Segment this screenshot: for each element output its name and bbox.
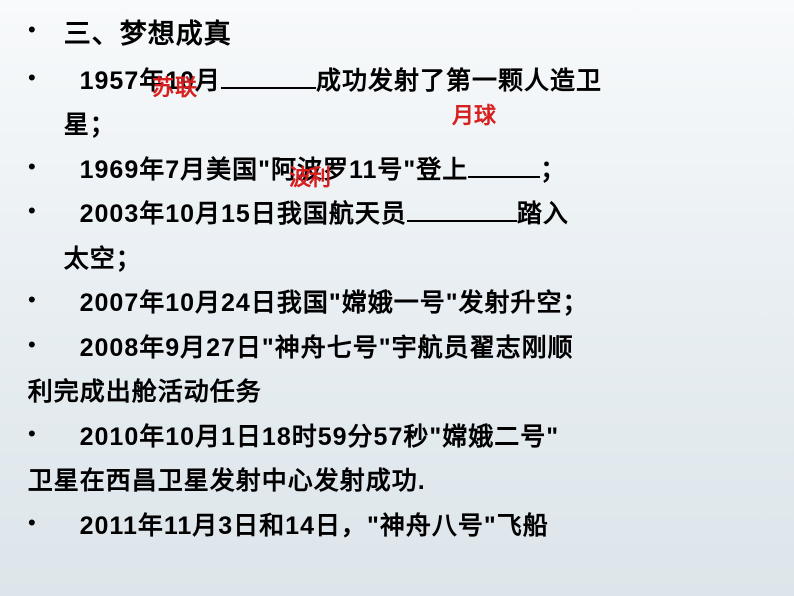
bullet-dot: • [28,416,36,451]
text-part: 成功发射了第一颗人造卫 [316,67,602,95]
section-title: 三、梦想成真 [64,12,232,58]
bullet-item-1: • 1957年10月苏联成功发射了第一颗人造卫 [20,60,774,103]
text-part: 2003年10月15日我国航天员 [80,200,407,228]
cont-text: 星； [64,104,116,147]
bullet-cont-5: • 利完成出舱活动任务 [20,371,774,414]
text-part: 踏入 [517,200,569,228]
bullet-item-6: • 2010年10月1日18时59分57秒"嫦娥二号" [20,416,774,459]
blank-3 [407,197,517,222]
cont-text: 太空； [64,238,142,281]
bullet-dot: • [28,327,36,362]
bullet-item-3: • 2003年10月15日我国航天员 踏入 [20,193,774,236]
blank-1 [221,64,316,89]
bullet-cont-3: • 太空； [20,238,774,281]
bullet-item-4: • 2007年10月24日我国"嫦娥一号"发射升空； [20,282,774,325]
bullet-dot: • [28,282,36,317]
bullet-item-5: • 2008年9月27日"神舟七号"宇航员翟志刚顺 [20,327,774,370]
slide-content: • 三、梦想成真 • 1957年10月苏联成功发射了第一颗人造卫 • 星； 月球… [0,0,794,561]
item-text: 2011年11月3日和14日，"神舟八号"飞船 [64,505,549,548]
item-text: 1957年10月苏联成功发射了第一颗人造卫 [64,60,602,103]
text-part: ； [540,156,566,184]
bullet-dot: • [28,193,36,228]
cont-text: 利完成出舱活动任务 [28,371,262,414]
bullet-item-7: • 2011年11月3日和14日，"神舟八号"飞船 [20,505,774,548]
bullet-cont-1: • 星； 月球 [20,104,774,147]
item-text: 1969年7月美国"阿波利波罗11号"登上 ； [64,149,567,192]
bullet-dot: • [28,12,36,47]
annotation-boli: 波利 [289,159,329,196]
bullet-cont-6: • 卫星在西昌卫星发射中心发射成功. [20,460,774,503]
text-part: 2010年10月1日18时59分57秒"嫦娥二号" [80,423,559,451]
bullet-item-2: • 1969年7月美国"阿波利波罗11号"登上 ； [20,149,774,192]
cont-text: 卫星在西昌卫星发射中心发射成功. [28,460,426,503]
bullet-dot: • [28,60,36,95]
annotation-sulian: 苏联 [152,69,198,106]
text-part: 2008年9月27日"神舟七号"宇航员翟志刚顺 [80,334,574,362]
annotation-yueqiu: 月球 [452,98,496,130]
text-part: 2007年10月24日我国"嫦娥一号"发射升空； [80,289,589,317]
text-part: 2011年11月3日和14日，"神舟八号"飞船 [80,512,549,540]
text-part: 1969年7月美国"阿波利波罗11号"登上 [80,156,469,184]
bullet-dot: • [28,149,36,184]
item-text: 2007年10月24日我国"嫦娥一号"发射升空； [64,282,589,325]
bullet-title: • 三、梦想成真 [20,12,774,58]
item-text: 2010年10月1日18时59分57秒"嫦娥二号" [64,416,559,459]
item-text: 2008年9月27日"神舟七号"宇航员翟志刚顺 [64,327,574,370]
blank-2 [468,153,540,178]
bullet-dot: • [28,505,36,540]
item-text: 2003年10月15日我国航天员 踏入 [64,193,569,236]
